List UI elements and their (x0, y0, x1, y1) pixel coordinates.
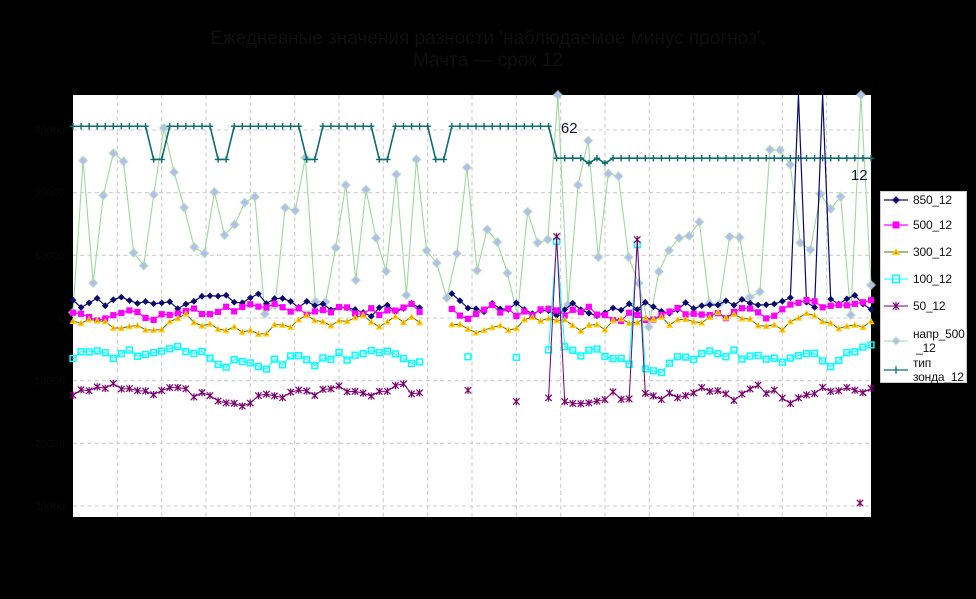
svg-text:-20000: -20000 (31, 438, 65, 450)
svg-text:10000: 10000 (34, 250, 65, 262)
svg-text:0: 0 (59, 313, 65, 325)
svg-text:20000: 20000 (34, 188, 65, 200)
svg-text:12: 12 (851, 167, 868, 184)
svg-text:-10000: -10000 (31, 376, 65, 388)
svg-text:30000: 30000 (34, 125, 65, 137)
svg-text:-30000: -30000 (31, 501, 65, 513)
svg-text:62: 62 (561, 120, 578, 137)
